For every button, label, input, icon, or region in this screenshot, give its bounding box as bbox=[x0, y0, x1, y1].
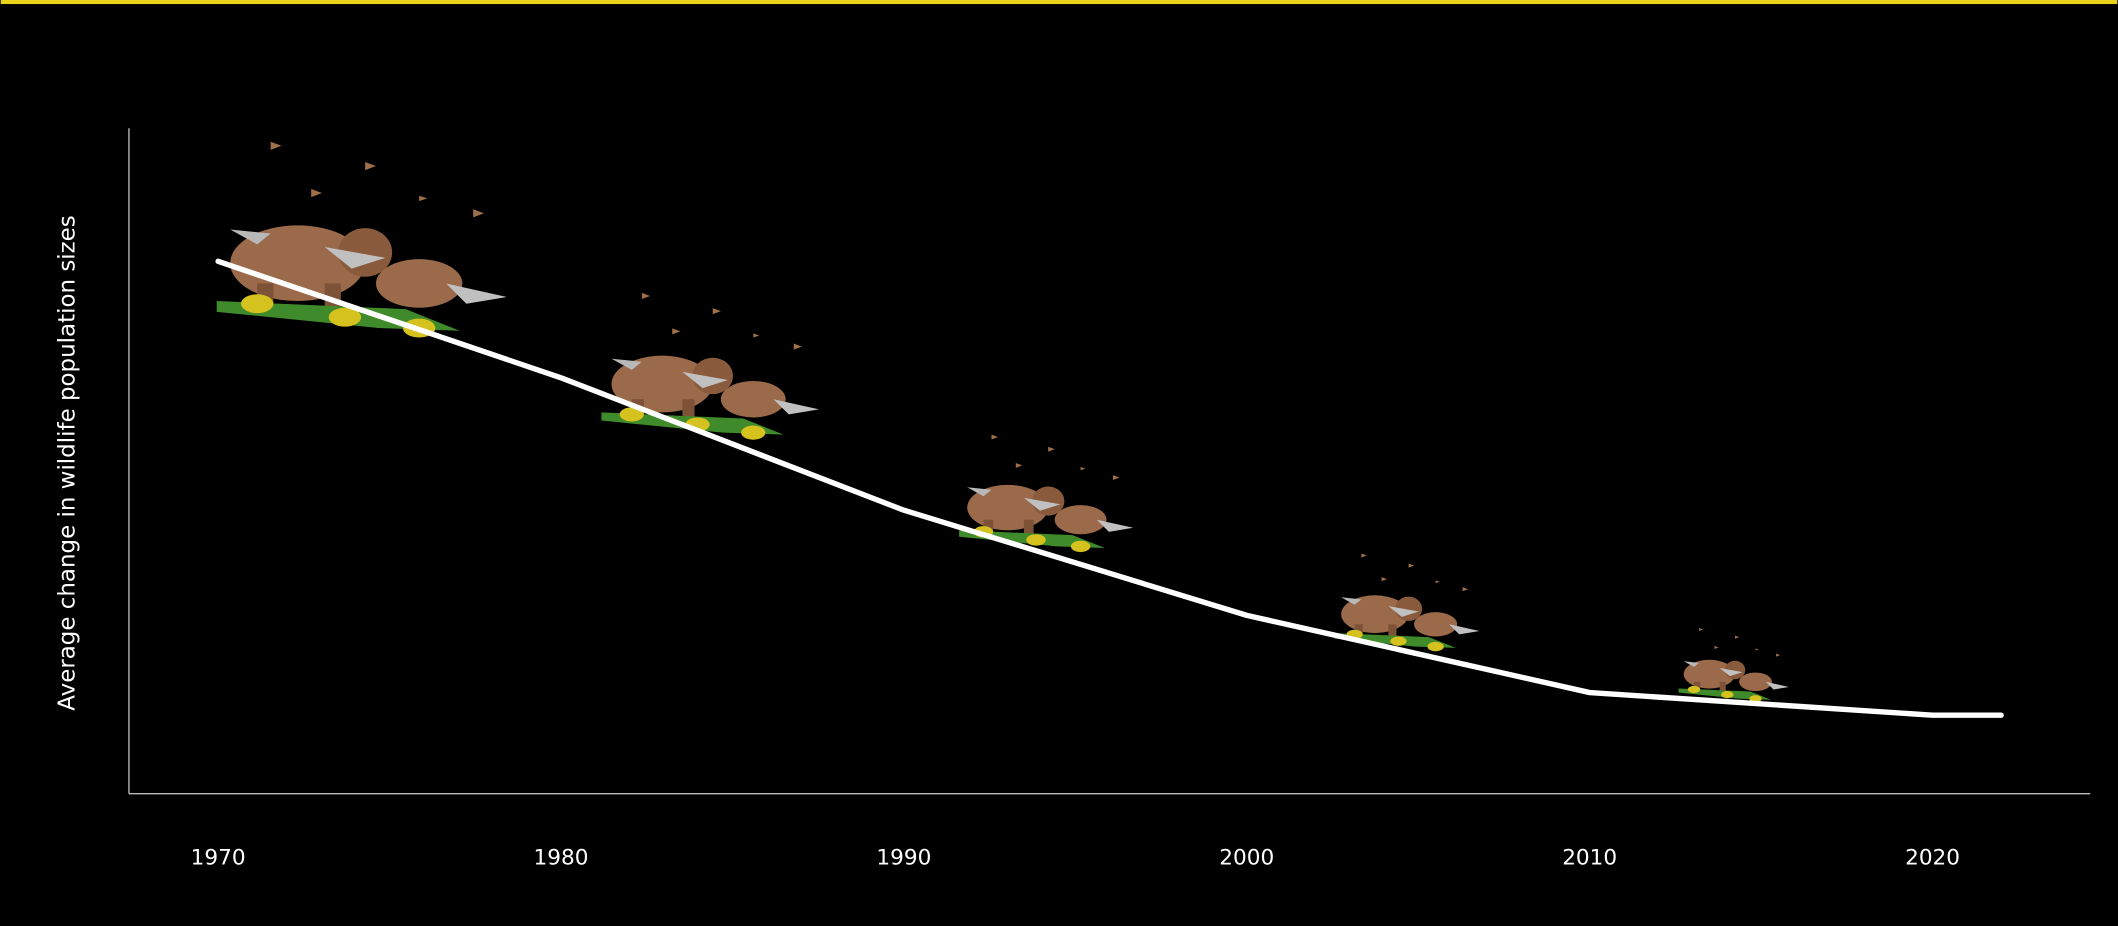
x-tick-label: 1990 bbox=[876, 846, 931, 871]
x-tick-label: 2000 bbox=[1219, 846, 1274, 871]
y-axis-label: Average change in wildlife population si… bbox=[55, 215, 81, 710]
x-tick-label: 1970 bbox=[191, 846, 246, 871]
animal-illustration bbox=[1678, 627, 1789, 703]
animal-illustration bbox=[601, 292, 820, 440]
x-tick-label: 2010 bbox=[1562, 846, 1617, 871]
x-tick-label: 1980 bbox=[534, 846, 589, 871]
animal-illustration bbox=[1334, 553, 1480, 652]
x-tick-label: 2020 bbox=[1905, 846, 1960, 871]
data-line bbox=[215, 258, 2004, 718]
top-border bbox=[0, 0, 2118, 5]
